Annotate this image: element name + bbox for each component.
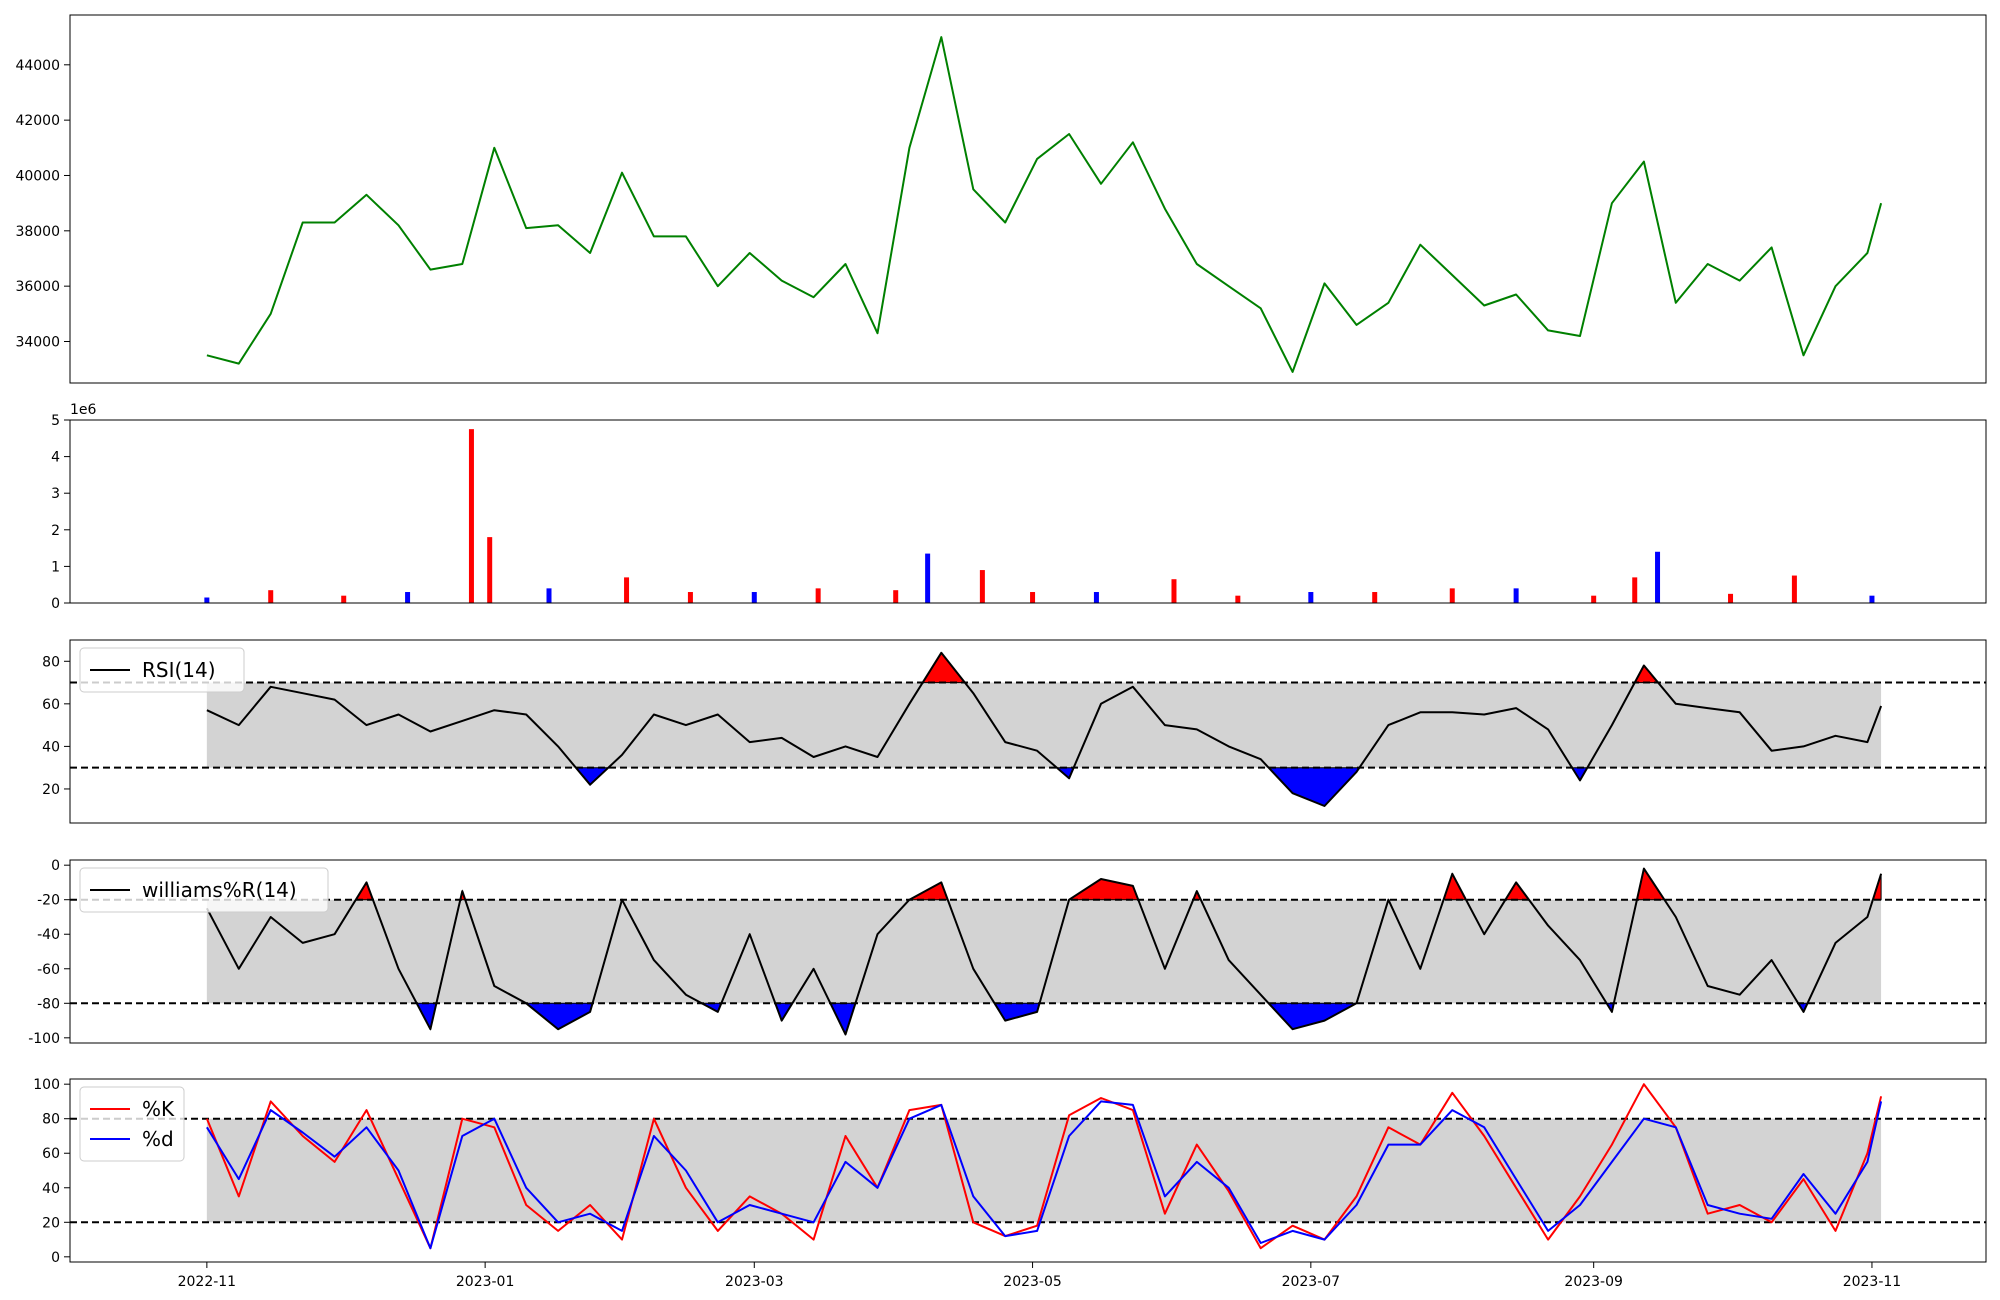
volume-bar xyxy=(487,537,493,603)
rsi-ytick-label: 60 xyxy=(42,697,60,713)
rsi-panel: 20 40 60 80 RSI(14) xyxy=(42,639,1987,824)
stochastic-ytick-label: 100 xyxy=(33,1077,60,1093)
volume-bar xyxy=(268,590,274,603)
date-tick-label: 2023-05 xyxy=(1003,1274,1062,1290)
volume-bar xyxy=(1728,593,1734,603)
volume-bar xyxy=(1513,588,1519,603)
volume-bar xyxy=(1030,592,1036,603)
volume-bar xyxy=(1093,592,1099,603)
stochastic-legend-label: %K xyxy=(142,1097,175,1121)
price-frame xyxy=(69,14,1987,384)
volume-bar xyxy=(1655,551,1661,603)
price-panel: 34000 36000 38000 40000 42000 44000 xyxy=(15,14,1987,384)
volume-bar xyxy=(1791,575,1797,603)
price-ytick-label: 34000 xyxy=(15,334,60,350)
volume-bar xyxy=(1632,577,1638,603)
rsi-oversold-fill xyxy=(1267,767,1361,807)
volume-ytick-label: 4 xyxy=(51,450,60,466)
stochastic-ytick-label: 20 xyxy=(42,1215,60,1231)
williams-line xyxy=(206,867,1883,1036)
volume-ytick-label: 1 xyxy=(51,559,60,575)
date-tick-label: 2022-11 xyxy=(178,1274,237,1290)
williams-frame xyxy=(69,859,1987,1044)
williams-legend-label: williams%R(14) xyxy=(142,878,297,902)
stochastic-ytick-label: 0 xyxy=(51,1250,60,1266)
volume-exponent-label: 1e6 xyxy=(70,402,97,418)
rsi-neutral-band xyxy=(206,682,1882,768)
stochastic-ytick-label: 60 xyxy=(42,1146,60,1162)
date-axis: 2022-11 2023-01 2023-03 2023-05 2023-07 2023-… xyxy=(178,1262,1902,1290)
volume-bar xyxy=(925,553,931,603)
volume-bar xyxy=(893,590,899,603)
williams-ytick-label: -40 xyxy=(37,927,60,943)
stochastic-ytick-label: 80 xyxy=(42,1112,60,1128)
rsi-line xyxy=(206,651,1883,807)
volume-panel: 0 1 2 3 4 5 1e6 xyxy=(51,402,1987,612)
volume-bar xyxy=(1449,588,1455,603)
williams-ytick-label: -60 xyxy=(37,962,60,978)
stochastic-k-line xyxy=(205,1083,1883,1250)
williams-ytick-label: 0 xyxy=(51,858,60,874)
date-tick-label: 2023-07 xyxy=(1282,1274,1341,1290)
stochastic-d-line xyxy=(206,1100,1883,1250)
price-ytick-label: 40000 xyxy=(15,168,60,184)
date-tick-label: 2023-03 xyxy=(725,1274,784,1290)
williams-ytick-label: -100 xyxy=(28,1031,60,1047)
stochastic-ytick-label: 40 xyxy=(42,1181,60,1197)
volume-ytick-label: 0 xyxy=(51,596,60,612)
volume-bar xyxy=(1235,595,1241,603)
rsi-legend-label: RSI(14) xyxy=(142,658,216,682)
stochastic-frame xyxy=(69,1078,1987,1263)
volume-bar xyxy=(468,429,474,603)
volume-ytick-label: 2 xyxy=(51,523,60,539)
volume-bar xyxy=(1869,595,1875,603)
price-ytick-label: 36000 xyxy=(15,279,60,295)
stochastic-legend-box xyxy=(79,1086,185,1162)
price-ytick-label: 44000 xyxy=(15,58,60,74)
volume-bar xyxy=(1308,592,1314,603)
date-tick-label: 2023-11 xyxy=(1843,1274,1902,1290)
volume-bar xyxy=(751,592,757,603)
volume-bar xyxy=(979,570,985,603)
volume-bar xyxy=(341,595,347,603)
williams-ytick-label: -80 xyxy=(37,996,60,1012)
volume-bar xyxy=(405,592,411,603)
price-line xyxy=(206,36,1883,373)
rsi-ytick-label: 80 xyxy=(42,654,60,670)
price-ytick-label: 38000 xyxy=(15,224,60,240)
williams-panel: -100 -80 -60 -40 -20 0 williams%R(14) xyxy=(28,858,1987,1047)
date-tick-label: 2023-09 xyxy=(1564,1274,1623,1290)
volume-bar xyxy=(1591,595,1597,603)
williams-overbought-fill xyxy=(1067,878,1139,901)
price-ytick-label: 42000 xyxy=(15,113,60,129)
stochastic-legend-label: %d xyxy=(142,1127,174,1151)
williams-legend-box xyxy=(79,867,329,913)
stochastic-panel: 0 20 40 60 80 100 %K %d xyxy=(33,1077,1987,1266)
rsi-ytick-label: 40 xyxy=(42,739,60,755)
volume-ytick-label: 3 xyxy=(51,486,60,502)
volume-bar xyxy=(204,597,210,603)
volume-ytick-label: 5 xyxy=(51,413,60,429)
volume-bar xyxy=(687,592,693,603)
volume-bar xyxy=(1171,579,1177,603)
volume-frame xyxy=(69,419,1987,604)
volume-bar xyxy=(815,588,821,603)
rsi-legend-box xyxy=(79,647,245,693)
date-tick-label: 2023-01 xyxy=(456,1274,515,1290)
williams-ytick-label: -20 xyxy=(37,893,60,909)
rsi-frame xyxy=(69,639,1987,824)
volume-bar xyxy=(1372,592,1378,603)
volume-bar xyxy=(624,577,630,603)
volume-bar xyxy=(546,588,552,603)
rsi-ytick-label: 20 xyxy=(42,782,60,798)
